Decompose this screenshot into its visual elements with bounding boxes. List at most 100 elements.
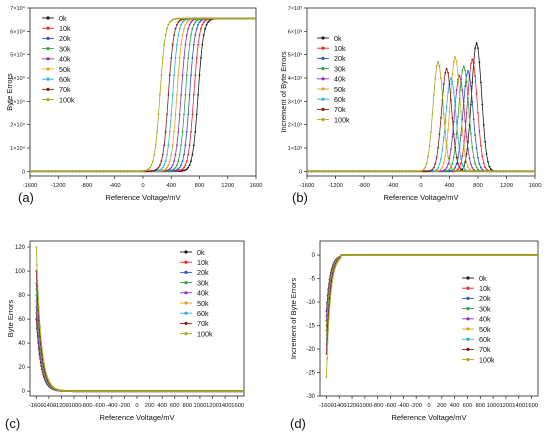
- data-point: [461, 69, 464, 72]
- legend-swatch-marker: [321, 67, 325, 71]
- legend-label: 0k: [334, 34, 342, 43]
- data-point: [458, 149, 461, 151]
- data-point: [435, 168, 438, 171]
- data-point: [205, 23, 208, 26]
- data-point: [519, 170, 522, 173]
- data-point: [425, 170, 428, 173]
- data-point: [480, 144, 482, 147]
- data-point: [455, 89, 458, 91]
- data-point: [132, 170, 135, 173]
- data-point: [150, 170, 153, 173]
- data-point: [316, 170, 318, 173]
- data-point: [475, 92, 478, 95]
- data-point: [327, 170, 330, 173]
- data-point: [461, 155, 464, 158]
- data-point: [173, 18, 176, 21]
- data-point: [532, 170, 535, 173]
- data-point: [177, 34, 180, 36]
- data-point: [255, 17, 256, 20]
- data-point: [185, 160, 188, 163]
- data-point: [55, 170, 58, 173]
- data-point: [438, 169, 441, 172]
- data-point: [170, 166, 173, 169]
- data-point: [477, 170, 479, 173]
- data-point: [168, 160, 171, 163]
- data-point: [167, 169, 170, 171]
- data-point: [465, 136, 468, 138]
- data-point: [212, 17, 215, 20]
- data-point: [428, 170, 431, 172]
- legend-swatch-marker: [46, 67, 50, 71]
- panel-c: -1600-1400-1200-1000 -800 -600 -400 -200 0 200…: [6, 240, 245, 422]
- data-point: [482, 124, 485, 126]
- data-point: [88, 170, 91, 173]
- data-point: [457, 170, 459, 173]
- data-point: [333, 170, 335, 173]
- data-point: [522, 170, 525, 173]
- data-point: [171, 144, 174, 147]
- data-point: [187, 17, 190, 20]
- data-point: [471, 166, 474, 169]
- data-point: [448, 83, 451, 85]
- data-point: [129, 170, 132, 173]
- data-point: [173, 168, 176, 171]
- data-point: [225, 17, 228, 20]
- data-point: [160, 170, 163, 172]
- data-point: [460, 134, 462, 137]
- x-tick-label: -400: [387, 183, 399, 189]
- data-point: [77, 170, 79, 173]
- data-point: [474, 170, 476, 173]
- data-point: [471, 100, 474, 103]
- data-point: [475, 170, 478, 173]
- data-point: [215, 17, 218, 20]
- x-tick-label: -1600: [23, 183, 38, 189]
- data-point: [181, 130, 184, 133]
- data-point: [361, 170, 364, 173]
- data-point: [178, 113, 181, 116]
- legend-swatch-marker: [46, 57, 50, 61]
- data-point: [431, 168, 434, 171]
- data-point: [351, 170, 354, 173]
- data-point: [380, 170, 382, 173]
- data-point: [239, 17, 242, 20]
- data-point: [505, 170, 508, 173]
- data-point: [209, 17, 212, 20]
- data-point: [432, 94, 435, 97]
- data-point: [200, 27, 202, 30]
- data-point: [445, 67, 448, 70]
- data-point: [460, 162, 462, 165]
- legend-label: 20k: [59, 34, 71, 43]
- data-point: [400, 170, 402, 173]
- data-point: [458, 91, 461, 93]
- data-point: [123, 170, 126, 173]
- y-tick-label: 20: [18, 365, 25, 371]
- legend-swatch-marker: [321, 97, 325, 101]
- data-point: [424, 170, 427, 173]
- legend-label: 100k: [59, 95, 75, 104]
- legend-label: 70k: [334, 105, 346, 114]
- data-point: [471, 81, 474, 84]
- data-point: [190, 17, 192, 20]
- data-point: [168, 170, 171, 172]
- data-point: [164, 170, 167, 172]
- data-point: [153, 153, 156, 156]
- legend-label: 10k: [334, 44, 346, 53]
- data-point: [95, 170, 98, 173]
- data-point: [241, 17, 243, 20]
- data-point: [405, 170, 408, 173]
- data-point: [147, 170, 150, 173]
- data-point: [166, 27, 168, 30]
- data-point: [161, 166, 164, 169]
- data-point: [488, 165, 491, 168]
- data-point: [181, 74, 184, 77]
- data-point: [464, 120, 467, 123]
- data-point: [180, 169, 183, 171]
- data-point: [194, 17, 197, 20]
- data-point: [166, 153, 168, 156]
- data-point: [163, 144, 166, 147]
- data-point: [480, 170, 482, 173]
- data-point: [489, 168, 492, 171]
- data-point: [190, 21, 192, 24]
- data-point: [187, 166, 190, 169]
- series-10k: [35, 312, 244, 393]
